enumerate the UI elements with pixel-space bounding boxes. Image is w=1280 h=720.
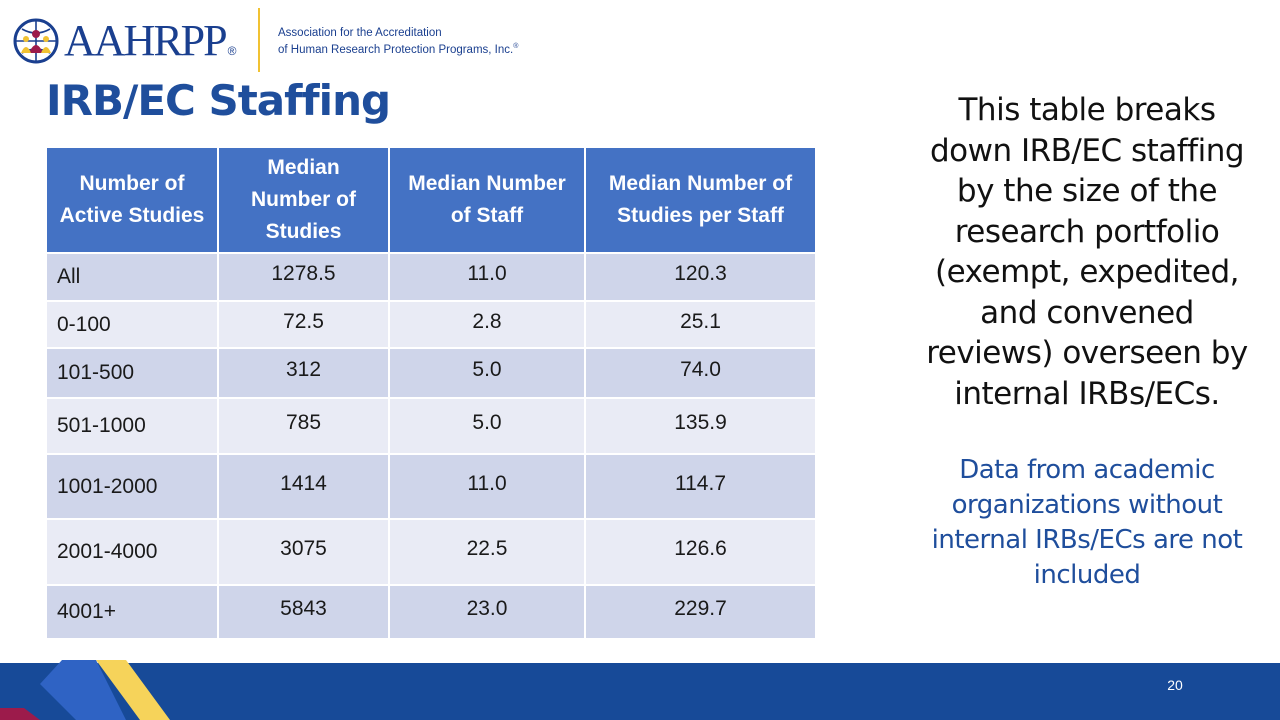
table-row: 2001-4000 3075 22.5 126.6 (45, 518, 817, 586)
value-studies-per-staff: 126.6 (674, 537, 727, 560)
cell-range: 101-500 (45, 347, 219, 399)
value-median-staff: 5.0 (472, 411, 502, 434)
cell-median-studies: 1278.5 (217, 252, 390, 302)
table-row: 4001+ 5843 23.0 229.7 (45, 584, 817, 640)
header-median-studies: Median Number of Studies (217, 146, 390, 254)
cell-median-staff: 22.5 (388, 518, 586, 586)
cell-median-studies: 1414 (217, 453, 390, 520)
cell-studies-per-staff: 74.0 (584, 347, 817, 399)
registered-mark: ® (227, 44, 237, 58)
cell-median-staff: 5.0 (388, 347, 586, 399)
cell-range: All (45, 252, 219, 302)
footer-band (0, 660, 1280, 720)
cell-median-staff: 11.0 (388, 453, 586, 520)
aahrpp-logo: AAHRPP ® (12, 10, 236, 72)
table-header-row: Number of Active Studies Median Number o… (45, 146, 817, 254)
cell-studies-per-staff: 126.6 (584, 518, 817, 586)
cell-studies-per-staff: 229.7 (584, 584, 817, 640)
value-median-staff: 23.0 (466, 597, 508, 620)
value-studies-per-staff: 114.7 (675, 471, 726, 495)
cell-median-staff: 11.0 (388, 252, 586, 302)
tagline-line-1: Association for the Accreditation (278, 27, 442, 39)
slide-title: IRB/EC Staffing (46, 76, 391, 125)
value-median-staff: 11.0 (467, 262, 507, 285)
table-row: 501-1000 785 5.0 135.9 (45, 397, 817, 455)
value-studies-per-staff: 25.1 (680, 309, 721, 333)
value-studies-per-staff: 229.7 (674, 597, 727, 620)
value-median-studies: 3075 (280, 537, 327, 560)
value-median-studies: 312 (285, 358, 322, 381)
cell-range: 1001-2000 (45, 453, 219, 520)
cell-median-staff: 23.0 (388, 584, 586, 640)
cell-median-studies: 72.5 (217, 300, 390, 349)
value-median-staff: 22.5 (466, 537, 508, 560)
cell-median-staff: 2.8 (388, 300, 586, 349)
value-median-studies: 5843 (280, 597, 327, 620)
cell-studies-per-staff: 135.9 (584, 397, 817, 455)
cell-median-studies: 5843 (217, 584, 390, 640)
value-median-studies: 1414 (280, 471, 327, 495)
cell-median-staff: 5.0 (388, 397, 586, 455)
value-median-studies: 1278.5 (271, 262, 336, 285)
value-studies-per-staff: 120.3 (674, 262, 727, 285)
cell-range: 0-100 (45, 300, 219, 349)
value-studies-per-staff: 74.0 (680, 358, 721, 381)
logo-tagline: Association for the Accreditation of Hum… (278, 26, 518, 57)
value-studies-per-staff: 135.9 (674, 411, 727, 434)
value-median-staff: 11.0 (467, 471, 507, 495)
value-median-studies: 72.5 (283, 309, 324, 333)
table-row: All 1278.5 11.0 120.3 (45, 252, 817, 302)
staffing-table: Number of Active Studies Median Number o… (45, 146, 817, 640)
cell-studies-per-staff: 120.3 (584, 252, 817, 302)
cell-studies-per-staff: 114.7 (584, 453, 817, 520)
cell-median-studies: 3075 (217, 518, 390, 586)
cell-studies-per-staff: 25.1 (584, 300, 817, 349)
value-median-staff: 2.8 (472, 309, 502, 333)
cell-range: 501-1000 (45, 397, 219, 455)
cell-median-studies: 785 (217, 397, 390, 455)
page-number: 20 (1167, 677, 1183, 693)
table-row: 101-500 312 5.0 74.0 (45, 347, 817, 399)
value-median-staff: 5.0 (472, 358, 502, 381)
data-note: Data from academic organizations without… (931, 455, 1243, 590)
logo-divider (258, 8, 260, 72)
cell-range: 2001-4000 (45, 518, 219, 586)
cell-range: 4001+ (45, 584, 219, 640)
header-active-studies: Number of Active Studies (45, 146, 219, 254)
header-median-staff: Median Number of Staff (388, 146, 586, 254)
value-median-studies: 785 (285, 411, 322, 434)
tagline-registered-mark: ® (513, 43, 519, 50)
table-row: 1001-2000 1414 11.0 114.7 (45, 453, 817, 520)
globe-people-icon (13, 18, 59, 64)
tagline-line-2: of Human Research Protection Programs, I… (278, 43, 514, 56)
logo-wordmark: AAHRPP (64, 16, 228, 65)
cell-median-studies: 312 (217, 347, 390, 399)
table-row: 0-100 72.5 2.8 25.1 (45, 300, 817, 349)
header-studies-per-staff: Median Number of Studies per Staff (584, 146, 817, 254)
description-text: This table breaks down IRB/EC staffing b… (926, 92, 1248, 412)
